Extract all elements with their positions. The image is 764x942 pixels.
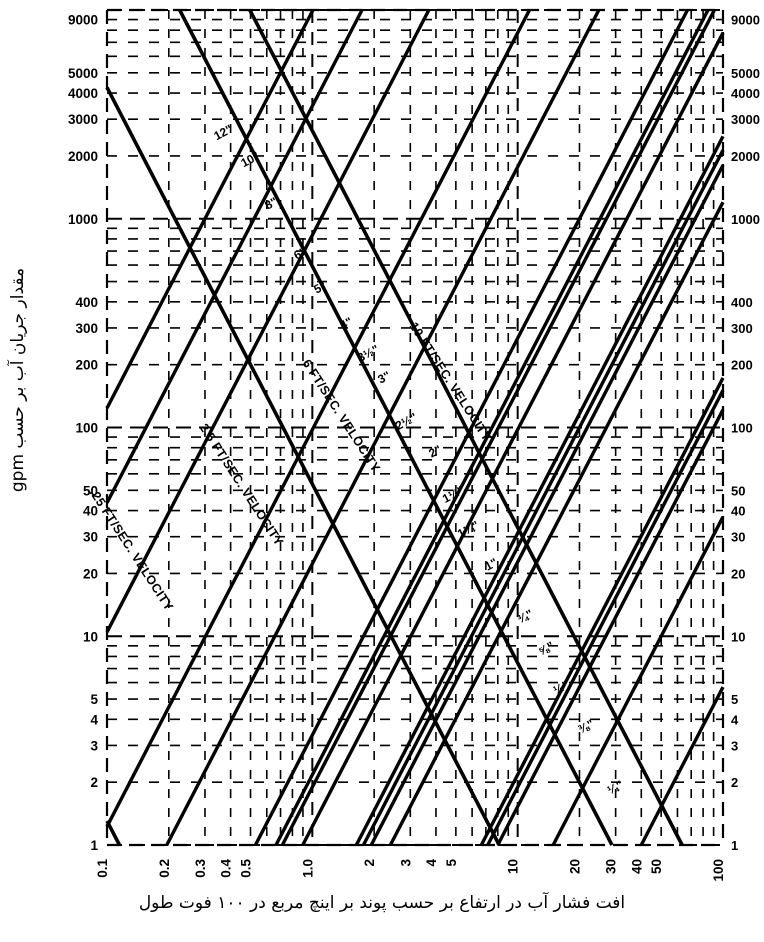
y-axis-labels-right: 9000 5000 4000 3000 2000 1000 400 300 200 100 50 40… [731,13,760,853]
y-axis-tick-label-right: 3000 [731,112,760,127]
y-axis-caption: مقدار جریان آب بر حسب gpm [8,267,28,493]
pipe-size-lines-layer [105,9,725,846]
y-axis-tick-label-left: 4000 [68,86,98,101]
y-axis-tick-label-left: 200 [75,358,98,373]
y-axis-tick-label-right: 1000 [731,212,760,227]
x-axis-tick-label: 0.3 [193,859,208,878]
pipe-size-label: 1" [482,555,499,573]
y-axis-tick-label-left: 4 [90,712,98,727]
y-axis-tick-label-left: 1 [90,838,98,853]
pipe-size-label: 2" [426,442,443,460]
y-axis-tick-label-right: 20 [731,566,745,581]
y-axis-tick-label-right: 400 [731,295,753,310]
y-axis-tick-label-left: 5 [90,692,98,707]
y-axis-tick-label-left: 300 [75,321,98,336]
y-axis-tick-label-right: 100 [731,421,753,436]
y-axis-tick-label-right: 4 [731,712,739,727]
y-axis-tick-label-right: 200 [731,358,753,373]
pipe-size-label: ⅝" [536,639,556,659]
x-axis-tick-label: 0.1 [95,859,110,878]
y-axis-tick-label-left: 30 [83,530,98,545]
pipe-size-label: ½" [551,678,571,698]
y-axis-tick-label-right: 30 [731,530,745,545]
y-axis-tick-label-left: 50 [83,483,98,498]
pipe-size-label: 6" [291,244,308,262]
y-axis-tick-label-right: 3 [731,738,738,753]
y-axis-tick-label-right: 50 [731,483,745,498]
y-axis-tick-label-right: 40 [731,504,745,519]
velocity-lines-layer [105,9,684,846]
pipe-size-label: ¼" [605,778,625,798]
y-axis-tick-label-right: 1 [731,838,738,853]
y-axis-tick-label-left: 9000 [68,13,98,28]
x-axis-tick-label: 50 [649,859,664,874]
y-axis-tick-label-left: 3000 [68,112,98,127]
y-axis-tick-label-left: 3 [90,738,98,753]
x-axis-labels: 0.1 0.2 0.3 0.4 0.5 1.0 2 3 4 5 10 20 30 40 50 100 [95,859,726,882]
x-axis-tick-label: 3 [398,859,413,867]
y-axis-tick-label-right: 9000 [731,13,760,28]
y-axis-tick-label-right: 5 [731,692,738,707]
x-axis-tick-label: 100 [711,859,726,882]
pipe-size-label: 3" [375,368,392,386]
pipe-size-label: ¾" [515,607,535,627]
x-axis-tick-label: 1.0 [300,859,315,878]
y-axis-tick-label-right: 10 [731,629,745,644]
pipe-size-label: 5" [311,278,328,296]
x-axis-tick-label: 4 [424,859,439,867]
y-axis-tick-label-left: 2000 [68,149,98,164]
y-axis-tick-label-left: 40 [83,504,98,519]
y-axis-tick-label-right: 5000 [731,66,760,81]
x-axis-tick-label: 10 [506,859,521,874]
y-axis-tick-label-left: 5000 [68,66,98,81]
y-axis-tick-label-left: 10 [83,629,98,644]
x-axis-tick-label: 0.4 [219,859,234,878]
y-axis-tick-label-right: 4000 [731,86,760,101]
y-axis-tick-label-left: 20 [83,566,98,581]
x-axis-tick-label: 0.5 [239,859,254,878]
y-axis-tick-label-right: 300 [731,321,753,336]
x-axis-tick-label: 0.2 [157,859,172,878]
y-axis-tick-label-left: 400 [75,295,98,310]
x-axis-tick-label: 5 [444,859,459,867]
x-axis-tick-label: 30 [604,859,619,874]
y-axis-tick-label-right: 2000 [731,149,760,164]
x-axis-tick-label: 2 [362,859,377,867]
x-axis-tick-label: 20 [567,859,582,874]
pipe-size-label: ⅜" [576,717,596,737]
pipe-size-label: 8" [262,194,279,212]
y-axis-tick-label-right: 2 [731,775,738,790]
y-axis-tick-label-left: 2 [90,775,98,790]
x-axis-caption: افت فشار آب در ارتفاع بر حسب پوند بر این… [138,893,626,913]
y-axis-tick-label-left: 1000 [68,212,98,227]
grid-layer [105,8,725,847]
y-axis-tick-label-left: 100 [75,421,98,436]
pipe-size-label: 4" [337,314,354,332]
y-axis-labels-left: 9000 5000 4000 3000 2000 1000 400 300 200 100 50 40… [68,13,99,853]
x-axis-tick-label: 40 [629,859,644,874]
